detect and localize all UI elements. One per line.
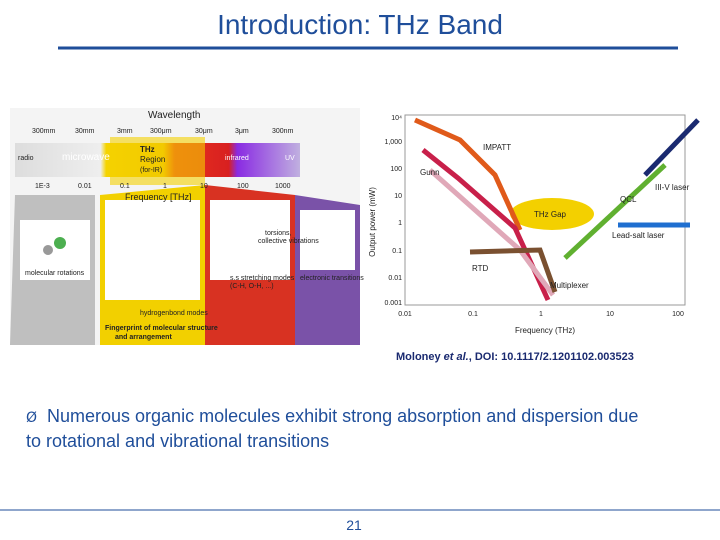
- iii-v-line: [643, 118, 700, 177]
- wavelength-tick: 300μm: [150, 128, 172, 135]
- y-tick-label: 10⁴: [391, 115, 402, 122]
- mode-label: s.s stretching modes: [230, 275, 295, 282]
- impatt-line: [413, 117, 523, 232]
- frequency-label: Frequency [THz]: [125, 192, 192, 202]
- frequency-tick: 1: [163, 183, 167, 190]
- region-label: radio: [18, 155, 34, 162]
- wavelength-label: Wavelength: [148, 110, 200, 121]
- page-number: 21: [346, 517, 362, 533]
- qcl-line: [563, 163, 667, 260]
- y-tick-label: 0.1: [392, 248, 402, 255]
- region-label: Region: [140, 155, 165, 164]
- y-tick-label: 10: [394, 193, 402, 200]
- y-tick-label: 1: [398, 220, 402, 227]
- power-figure: Output power (mW) Frequency (THz) 10⁴ 1,…: [365, 105, 705, 340]
- frequency-tick: 100: [237, 183, 249, 190]
- bullet-text: Numerous organic molecules exhibit stron…: [47, 406, 638, 426]
- y-tick-label: 0.01: [388, 275, 402, 282]
- frequency-tick: 0.01: [78, 183, 92, 190]
- x-tick-label: 1: [539, 311, 543, 318]
- wavelength-tick: 300nm: [272, 128, 294, 135]
- frequency-tick: 1E-3: [35, 183, 50, 190]
- x-axis-label: Frequency (THz): [515, 326, 575, 335]
- rtd-line: [469, 247, 558, 293]
- fingerprint-label: and arrangement: [115, 334, 172, 341]
- wavelength-tick: 30μm: [195, 128, 213, 135]
- y-tick-label: 1,000: [384, 139, 402, 146]
- rotation-box: [20, 220, 90, 280]
- y-tick-label: 100: [390, 166, 402, 173]
- thz-gap-blob: [510, 198, 594, 230]
- atom: [43, 245, 53, 255]
- molecule-box: [105, 200, 200, 300]
- citation-doi: , DOI: 10.1117/2.1201102.003523: [469, 351, 634, 363]
- frequency-tick: 10: [200, 183, 208, 190]
- citation-author: Moloney: [396, 351, 444, 363]
- x-tick-label: 10: [606, 311, 614, 318]
- region-label: THz: [140, 145, 155, 154]
- x-tick-label: 0.01: [398, 311, 412, 318]
- bullet-text: to rotational and vibrational transition…: [26, 431, 329, 451]
- y-axis-label: Output power (mW): [368, 187, 377, 257]
- region-label: UV: [285, 155, 295, 162]
- mode-label: (C-H, O-H, ...): [230, 283, 274, 290]
- region-label: infrared: [225, 155, 249, 162]
- mode-label: hydrogenbond modes: [140, 310, 208, 317]
- fingerprint-label: Fingerprint of molecular structure: [105, 325, 218, 332]
- source-label: THz Gap: [534, 210, 567, 219]
- source-label: Multiplexer: [550, 281, 589, 290]
- source-label: RTD: [472, 264, 489, 273]
- title: Introduction: THz Band: [217, 9, 503, 40]
- region-label: (for-IR): [140, 167, 162, 174]
- citation: Moloney et al., DOI: 10.1117/2.1201102.0…: [396, 351, 634, 363]
- source-label: III-V laser: [655, 183, 690, 192]
- mode-label: torsions,: [265, 230, 292, 237]
- wavelength-tick: 30mm: [75, 128, 95, 135]
- source-label: Lead-salt laser: [612, 231, 665, 240]
- wavelength-tick: 300mm: [32, 128, 56, 135]
- mode-label: molecular rotations: [25, 270, 85, 277]
- spectrum-figure: Wavelength 300mm 30mm 3mm 300μm 30μm 3μm…: [10, 108, 364, 345]
- y-tick-label: 0.001: [384, 300, 402, 307]
- region-label: microwave: [62, 152, 110, 163]
- source-label: QCL: [620, 195, 637, 204]
- electronic-box: [300, 210, 355, 270]
- bullet-marker: Ø: [26, 410, 37, 426]
- mode-label: collective vibrations: [258, 238, 319, 245]
- x-tick-label: 100: [672, 311, 684, 318]
- wavelength-tick: 3μm: [235, 128, 249, 135]
- frequency-tick: 1000: [275, 183, 291, 190]
- mode-label: electronic transitions: [300, 275, 364, 282]
- frequency-tick: 0.1: [120, 183, 130, 190]
- citation-etal: et al.: [444, 351, 469, 363]
- source-label: Gunn: [420, 168, 440, 177]
- stretch-box: [210, 200, 290, 280]
- x-tick-label: 0.1: [468, 311, 478, 318]
- wavelength-tick: 3mm: [117, 128, 133, 135]
- thz-highlight: [110, 137, 205, 185]
- source-label: IMPATT: [483, 143, 511, 152]
- atom: [54, 237, 66, 249]
- plot-frame: [404, 114, 686, 306]
